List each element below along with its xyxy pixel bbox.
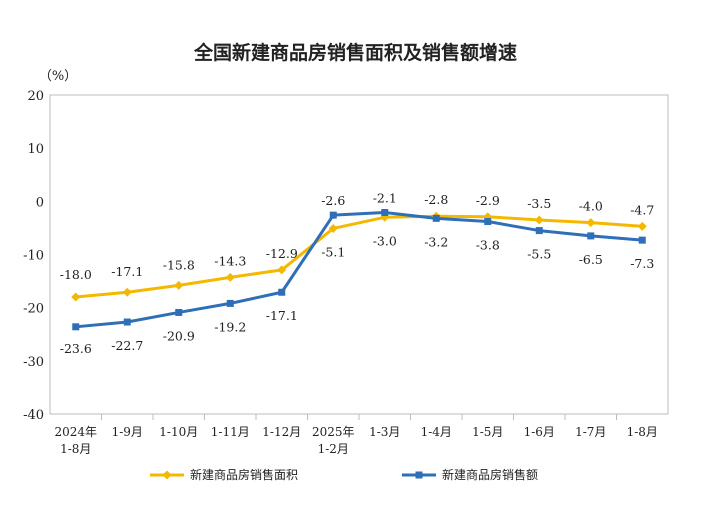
data-label-sales: -2.1 bbox=[373, 190, 397, 205]
data-point-area bbox=[174, 280, 184, 290]
x-tick-label: 1-5月 bbox=[472, 425, 503, 439]
data-label-area: -14.3 bbox=[214, 253, 246, 268]
data-label-area: -4.7 bbox=[630, 202, 654, 217]
x-tick-label: 1-3月 bbox=[369, 425, 400, 439]
data-label-sales: -17.1 bbox=[266, 308, 298, 323]
data-point-sales bbox=[535, 227, 543, 235]
legend-area-marker bbox=[162, 470, 172, 480]
x-tick-label: 1-10月 bbox=[159, 425, 198, 439]
x-tick-label: 1-8月 bbox=[60, 442, 91, 456]
y-tick-label: -10 bbox=[23, 249, 44, 264]
data-point-area bbox=[277, 265, 287, 275]
data-label-sales: -6.5 bbox=[579, 252, 603, 267]
data-label-sales: -20.9 bbox=[163, 328, 195, 343]
data-point-sales bbox=[123, 318, 131, 326]
x-tick-label: 1-9月 bbox=[112, 425, 143, 439]
data-point-area bbox=[225, 272, 235, 282]
data-label-area: -5.1 bbox=[321, 244, 345, 259]
chart-title: 全国新建商品房销售面积及销售额增速 bbox=[193, 42, 517, 64]
data-label-sales: -7.3 bbox=[630, 256, 654, 271]
data-point-area bbox=[586, 218, 596, 228]
y-tick-label: 20 bbox=[27, 89, 44, 104]
data-label-sales: -5.5 bbox=[527, 247, 551, 262]
data-label-sales: -3.8 bbox=[476, 238, 500, 253]
x-tick-label: 2024年 bbox=[54, 425, 97, 439]
data-label-area: -2.9 bbox=[476, 193, 500, 208]
legend-sales-marker bbox=[415, 471, 423, 479]
data-label-area: -12.9 bbox=[266, 246, 298, 261]
data-point-sales bbox=[278, 288, 286, 296]
data-label-area: -18.0 bbox=[60, 267, 92, 282]
x-tick-label: 1-12月 bbox=[262, 425, 301, 439]
data-point-sales bbox=[484, 218, 492, 226]
data-point-sales bbox=[72, 323, 80, 331]
y-axis-unit: （%） bbox=[39, 69, 77, 84]
data-label-sales: -23.6 bbox=[60, 341, 92, 356]
data-point-sales bbox=[432, 214, 440, 222]
data-point-sales bbox=[226, 299, 234, 307]
data-point-area bbox=[71, 292, 81, 302]
data-point-area bbox=[122, 287, 132, 297]
data-point-area bbox=[637, 221, 647, 231]
legend-sales-label: 新建商品房销售额 bbox=[442, 467, 538, 482]
series-line-sales bbox=[75, 210, 643, 329]
data-label-area: -3.5 bbox=[527, 196, 551, 211]
y-tick-label: 0 bbox=[36, 195, 44, 210]
data-point-sales bbox=[587, 232, 595, 240]
x-tick-label: 1-7月 bbox=[575, 425, 606, 439]
data-point-sales bbox=[329, 211, 337, 219]
x-tick-label: 1-2月 bbox=[318, 442, 349, 456]
x-tick-label: 1-6月 bbox=[524, 425, 555, 439]
data-label-area: -3.0 bbox=[373, 233, 397, 248]
data-label-area: -2.8 bbox=[424, 192, 448, 207]
x-tick-label: 1-8月 bbox=[627, 425, 658, 439]
data-point-area bbox=[534, 215, 544, 225]
y-tick-label: -30 bbox=[23, 355, 44, 370]
data-point-area bbox=[328, 223, 338, 233]
data-point-sales bbox=[638, 236, 646, 244]
data-label-area: -4.0 bbox=[579, 199, 603, 214]
data-label-area: -17.1 bbox=[111, 264, 143, 279]
y-tick-label: -40 bbox=[23, 408, 44, 423]
y-tick-label: 10 bbox=[27, 142, 44, 157]
x-tick-label: 2025年 bbox=[312, 425, 355, 439]
legend-area-label: 新建商品房销售面积 bbox=[190, 467, 298, 482]
data-label-sales: -22.7 bbox=[111, 338, 143, 353]
y-tick-label: -20 bbox=[23, 302, 44, 317]
data-label-sales: -3.2 bbox=[424, 234, 448, 249]
data-point-sales bbox=[175, 308, 183, 316]
plot-area bbox=[49, 94, 669, 415]
series-line-area bbox=[75, 214, 643, 299]
data-label-sales: -2.6 bbox=[321, 193, 345, 208]
x-tick-label: 1-11月 bbox=[211, 425, 250, 439]
data-point-sales bbox=[381, 208, 389, 216]
x-tick-label: 1-4月 bbox=[421, 425, 452, 439]
data-label-area: -15.8 bbox=[163, 257, 195, 272]
data-label-sales: -19.2 bbox=[214, 319, 246, 334]
